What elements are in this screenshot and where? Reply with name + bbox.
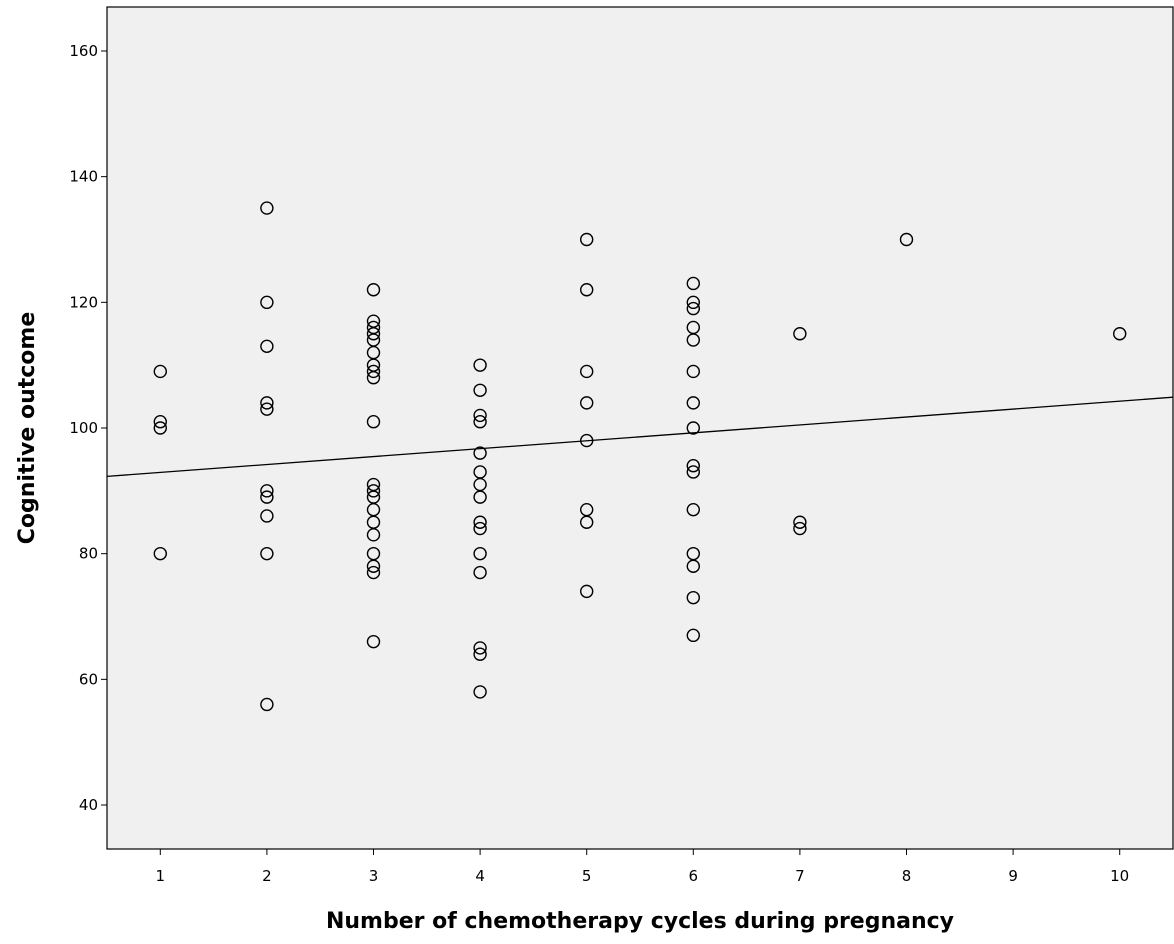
data-point <box>686 628 700 643</box>
x-axis: 1 2 3 4 5 6 7 8 9 10 <box>156 849 1129 885</box>
data-points <box>153 201 1127 712</box>
data-point <box>260 295 274 310</box>
data-point <box>260 490 274 504</box>
data-point <box>366 565 381 580</box>
data-point <box>580 396 594 410</box>
data-point <box>366 415 381 429</box>
data-point <box>366 327 381 341</box>
y-tick-label: 40 <box>79 796 98 814</box>
x-tick-label: 5 <box>582 867 592 885</box>
data-point <box>366 634 381 649</box>
data-point <box>686 421 700 435</box>
data-point <box>153 546 168 561</box>
data-point <box>366 559 381 573</box>
data-point <box>580 283 594 297</box>
data-point <box>153 421 168 435</box>
data-point <box>686 396 700 410</box>
data-point <box>260 402 274 416</box>
data-point <box>686 333 700 347</box>
data-point <box>793 515 807 529</box>
data-point <box>473 415 487 429</box>
x-tick-label: 3 <box>369 867 379 885</box>
data-point <box>686 459 700 473</box>
data-point <box>686 276 700 291</box>
y-tick-label: 140 <box>69 168 98 186</box>
data-point <box>260 509 274 523</box>
data-point <box>366 484 381 498</box>
data-point <box>686 502 700 517</box>
data-point <box>473 358 487 372</box>
data-point <box>1112 327 1127 341</box>
data-point <box>580 515 594 529</box>
y-tick-label: 100 <box>69 419 98 437</box>
data-point <box>473 685 487 699</box>
data-point <box>793 521 807 536</box>
data-point <box>366 364 381 379</box>
data-point <box>686 465 700 479</box>
data-point <box>580 232 594 247</box>
data-point <box>366 528 381 542</box>
data-point <box>473 408 487 423</box>
data-point <box>260 546 274 561</box>
data-point <box>260 697 274 712</box>
y-tick-label: 80 <box>79 545 98 563</box>
x-tick-label: 2 <box>262 867 272 885</box>
data-point <box>793 327 807 341</box>
plot-area <box>106 6 1174 850</box>
y-tick-label: 120 <box>69 293 98 311</box>
y-axis: 40 60 80 100 120 140 160 <box>69 42 107 814</box>
data-point <box>473 641 487 655</box>
data-point <box>473 647 487 661</box>
data-point <box>899 232 914 247</box>
data-point <box>686 295 700 310</box>
data-point <box>366 283 381 297</box>
data-point <box>260 201 274 215</box>
y-tick-label: 60 <box>79 670 98 688</box>
data-point <box>473 515 487 529</box>
data-point <box>366 371 381 385</box>
data-point <box>153 415 168 429</box>
x-tick-label: 10 <box>1110 867 1129 885</box>
data-point <box>580 364 594 379</box>
data-point <box>473 565 487 580</box>
data-point <box>580 584 594 599</box>
x-axis-title: Number of chemotherapy cycles during pre… <box>326 909 954 934</box>
x-tick-label: 6 <box>689 867 699 885</box>
y-axis-title: Cognitive outcome <box>15 312 40 544</box>
fit-line <box>106 396 1174 478</box>
data-point <box>580 433 594 448</box>
y-tick-label: 160 <box>69 42 98 60</box>
data-point <box>473 521 487 536</box>
x-tick-label: 8 <box>902 867 912 885</box>
data-point <box>473 546 487 561</box>
data-point <box>686 559 700 573</box>
x-tick-label: 7 <box>795 867 805 885</box>
x-tick-label: 4 <box>475 867 485 885</box>
data-point <box>686 590 700 605</box>
data-point <box>686 364 700 379</box>
data-point <box>686 301 700 316</box>
data-point <box>473 490 487 504</box>
x-tick-label: 9 <box>1008 867 1018 885</box>
data-point <box>260 484 274 498</box>
data-point <box>473 446 487 460</box>
x-tick-label: 1 <box>156 867 166 885</box>
data-point <box>153 364 168 379</box>
data-point <box>473 383 487 397</box>
data-point <box>260 396 274 410</box>
data-point <box>260 339 274 354</box>
